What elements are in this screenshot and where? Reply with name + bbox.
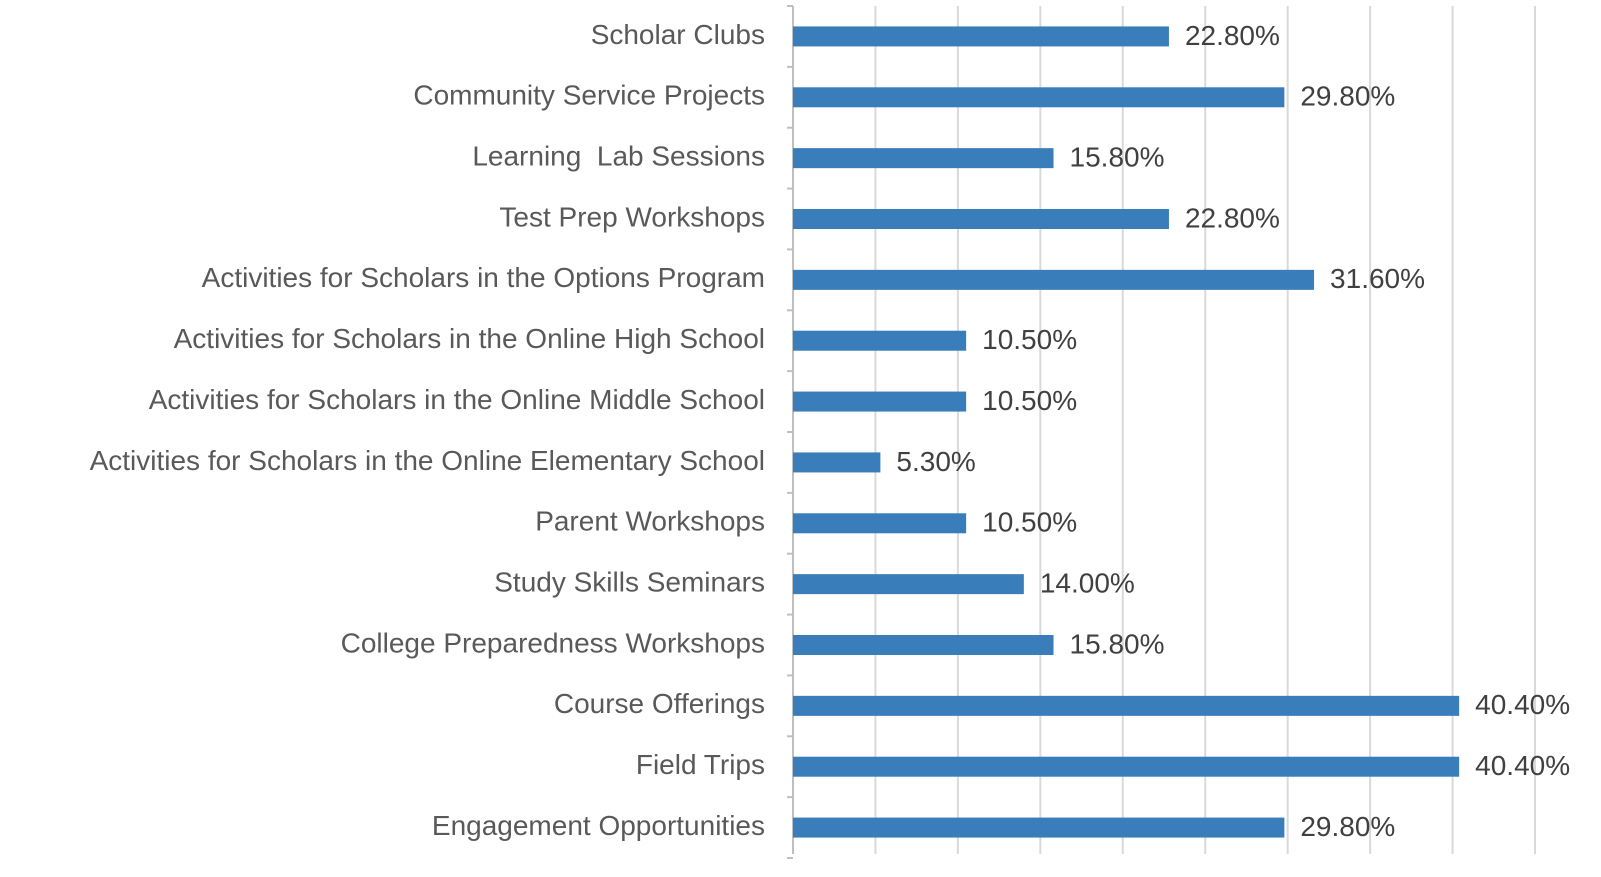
category-label: Activities for Scholars in the Online Hi… <box>174 323 765 354</box>
category-label: Study Skills Seminars <box>494 567 765 598</box>
bar <box>793 26 1169 47</box>
bar <box>793 87 1285 108</box>
bar <box>793 817 1285 838</box>
category-label: Parent Workshops <box>535 506 765 537</box>
data-label: 5.30% <box>896 446 975 477</box>
bar <box>793 209 1169 229</box>
bar <box>793 148 1054 169</box>
bar <box>793 513 967 534</box>
category-label: Activities for Scholars in the Options P… <box>202 262 765 293</box>
bar <box>793 452 881 473</box>
category-label: Activities for Scholars in the Online Mi… <box>149 384 765 415</box>
data-label: 10.50% <box>982 324 1077 355</box>
bar <box>793 695 1460 716</box>
category-label: Engagement Opportunities <box>432 810 765 841</box>
data-label: 31.60% <box>1330 263 1425 294</box>
bar <box>793 756 1460 777</box>
data-label: 22.80% <box>1185 202 1280 233</box>
category-label: Course Offerings <box>554 688 765 719</box>
category-label: Scholar Clubs <box>591 19 765 50</box>
data-label: 40.40% <box>1475 689 1570 720</box>
category-label: Field Trips <box>636 749 765 780</box>
category-label: Test Prep Workshops <box>499 201 765 232</box>
bar <box>793 574 1024 595</box>
data-label: 29.80% <box>1300 81 1395 112</box>
bar <box>793 269 1315 290</box>
data-label: 10.50% <box>982 507 1077 538</box>
category-label: College Preparedness Workshops <box>341 627 765 658</box>
bar <box>793 391 967 412</box>
category-label: Community Service Projects <box>413 80 765 111</box>
data-label: 22.80% <box>1185 20 1280 51</box>
data-label: 14.00% <box>1040 568 1135 599</box>
data-label: 15.80% <box>1070 142 1165 173</box>
bar <box>793 635 1054 655</box>
category-label: Learning Lab Sessions <box>472 141 765 172</box>
data-label: 40.40% <box>1475 750 1570 781</box>
data-label: 15.80% <box>1070 628 1165 659</box>
data-label: 10.50% <box>982 385 1077 416</box>
bar <box>793 330 967 351</box>
category-label: Activities for Scholars in the Online El… <box>90 445 765 476</box>
data-label: 29.80% <box>1300 811 1395 842</box>
